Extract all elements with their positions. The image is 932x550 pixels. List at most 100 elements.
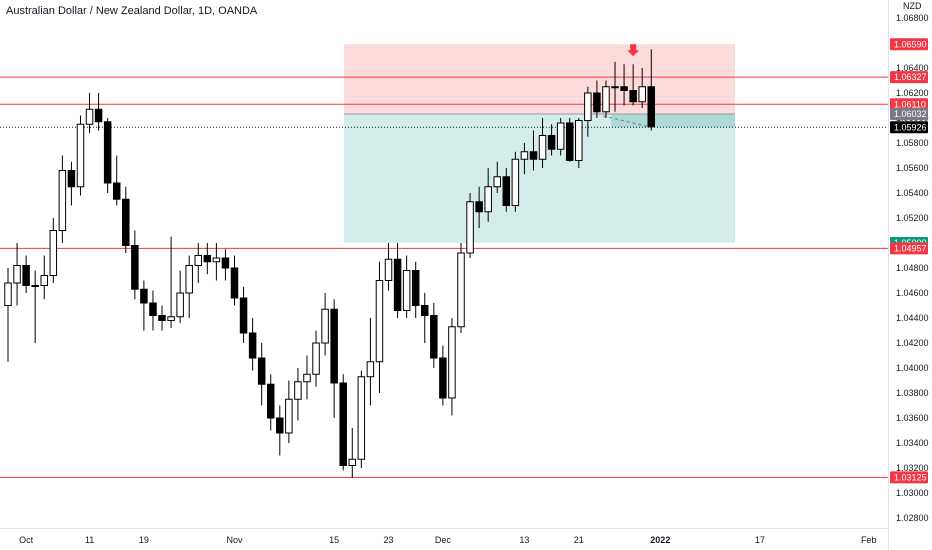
candle[interactable] [348, 428, 357, 478]
candle[interactable] [276, 405, 284, 456]
candle[interactable] [357, 370, 366, 469]
candle[interactable] [67, 161, 76, 206]
candle[interactable] [140, 280, 148, 331]
candle[interactable] [167, 236, 175, 328]
candle-body-down [203, 255, 212, 263]
candle[interactable] [529, 130, 538, 171]
candle[interactable] [430, 303, 438, 368]
candle[interactable] [194, 243, 203, 283]
time-axis[interactable]: Oct 11 19 Nov 15 23 Dec 13 21 2022 17 Feb [19, 535, 876, 545]
candle[interactable] [312, 330, 320, 387]
candle-body-down [94, 108, 103, 123]
candle[interactable] [76, 115, 85, 196]
price-axis[interactable]: 1.068001.066001.064001.062001.060001.058… [896, 13, 929, 523]
candle-body-down [149, 302, 157, 316]
candle[interactable] [49, 218, 58, 283]
candle[interactable] [330, 299, 338, 418]
level-tag-0[interactable]: 1.06327 [890, 71, 928, 84]
candle[interactable] [602, 80, 610, 119]
candle[interactable] [285, 380, 293, 444]
candle[interactable] [402, 255, 411, 319]
candle[interactable] [230, 255, 239, 306]
candle[interactable] [321, 293, 329, 356]
candle[interactable] [620, 64, 628, 106]
candle[interactable] [248, 318, 257, 371]
candle[interactable] [122, 186, 130, 253]
candle[interactable] [185, 255, 193, 319]
candle-body-up [402, 270, 411, 311]
candle-body-down [230, 267, 239, 299]
candle[interactable] [13, 243, 21, 306]
candle[interactable] [593, 80, 601, 119]
candle[interactable] [629, 64, 637, 106]
candle[interactable] [547, 124, 556, 156]
entry-price-tag[interactable]: 1.06032 [890, 108, 928, 120]
sell-arrow-icon[interactable] [627, 44, 640, 57]
candle[interactable] [176, 270, 184, 324]
price-tick-label: 1.06200 [896, 88, 929, 98]
candle[interactable] [421, 293, 429, 343]
level-tag-3[interactable]: 1.03125 [890, 471, 928, 484]
candle[interactable] [556, 118, 565, 156]
candle[interactable] [212, 243, 221, 281]
candle-body-down [67, 170, 76, 188]
stop-loss-zone[interactable] [344, 44, 735, 114]
time-tick-label: 19 [139, 535, 149, 545]
candle[interactable] [203, 243, 212, 275]
candle[interactable] [575, 118, 583, 168]
take-profit-zone[interactable] [344, 114, 735, 243]
candle[interactable] [22, 255, 30, 294]
candle[interactable] [584, 86, 592, 137]
candle[interactable] [439, 345, 447, 406]
candle[interactable] [484, 168, 492, 222]
candle[interactable] [448, 318, 456, 416]
candle-body-down [430, 315, 438, 359]
candle[interactable] [158, 305, 166, 331]
candle[interactable] [366, 318, 375, 406]
candle[interactable] [239, 286, 248, 343]
candle[interactable] [565, 118, 574, 162]
candle[interactable] [4, 268, 12, 362]
last-price-tag[interactable]: 1.05926 [890, 121, 928, 134]
candle-body-down [239, 297, 248, 334]
candle[interactable] [149, 290, 157, 331]
stop-price-tag[interactable]: 1.06590 [890, 38, 928, 51]
candle[interactable] [511, 151, 520, 212]
candle[interactable] [303, 355, 311, 400]
candle[interactable] [411, 261, 420, 318]
candle[interactable] [611, 61, 619, 112]
candle[interactable] [85, 93, 94, 133]
candle[interactable] [131, 230, 139, 300]
candle[interactable] [384, 243, 393, 291]
candle[interactable] [294, 368, 302, 421]
candle[interactable] [31, 270, 39, 344]
time-tick-label: Nov [226, 535, 243, 545]
candle[interactable] [493, 161, 501, 193]
candle[interactable] [475, 186, 483, 228]
candle[interactable] [647, 49, 656, 131]
level-tag-1[interactable]: 1.06110 [890, 98, 928, 111]
candle[interactable] [339, 374, 347, 471]
level-tag-2[interactable]: 1.04957 [890, 242, 928, 255]
candle[interactable] [457, 243, 465, 333]
candle[interactable] [266, 374, 275, 431]
candle[interactable] [538, 118, 547, 168]
time-tick-label: 21 [574, 535, 584, 545]
candle[interactable] [520, 143, 529, 175]
candle[interactable] [375, 261, 384, 393]
price-tick-label: 1.03000 [896, 488, 929, 498]
candle[interactable] [112, 155, 121, 206]
candle[interactable] [94, 93, 103, 131]
candle[interactable] [502, 168, 511, 212]
candle[interactable] [638, 68, 646, 108]
candle[interactable] [221, 249, 230, 281]
candle-body-up [357, 376, 366, 460]
candle[interactable] [103, 118, 112, 193]
candle[interactable] [257, 343, 266, 406]
candle[interactable] [40, 255, 48, 300]
candle[interactable] [393, 243, 402, 318]
candle[interactable] [58, 155, 67, 244]
candle[interactable] [466, 193, 474, 258]
